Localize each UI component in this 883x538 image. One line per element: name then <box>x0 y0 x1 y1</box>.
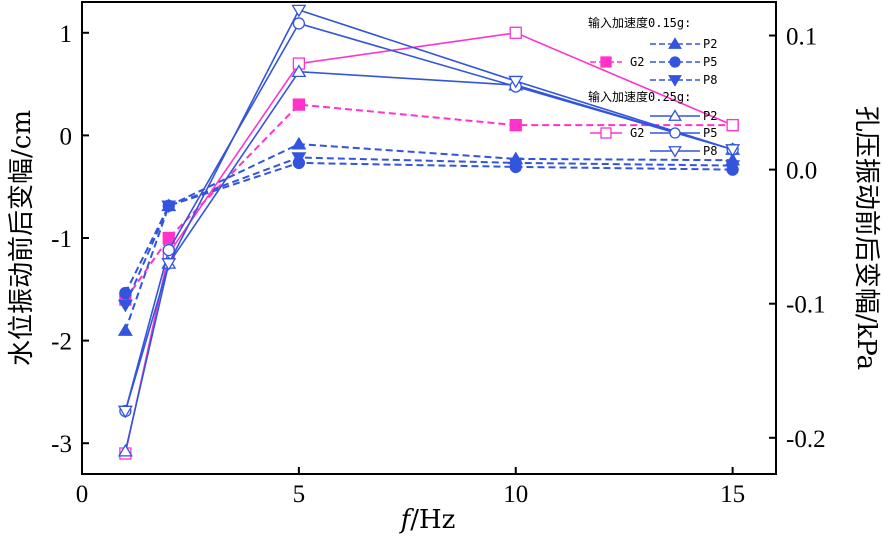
legend-label: P8 <box>703 73 717 87</box>
legend-label: P8 <box>703 144 717 158</box>
data-point <box>508 75 524 89</box>
data-point <box>725 144 741 157</box>
data-point <box>508 157 524 171</box>
legend-marker <box>600 56 612 68</box>
series-layer <box>117 4 741 460</box>
y-left-tick-label: -2 <box>51 329 72 356</box>
data-point <box>161 258 177 271</box>
series-line <box>124 161 733 294</box>
y-left-tick-label: -3 <box>51 431 72 458</box>
legend-label: P5 <box>703 126 717 140</box>
legend-marker <box>668 109 682 121</box>
legend-item: P5 <box>650 126 717 140</box>
legend-title-0.15g: 输入加速度0.15g: <box>588 15 691 30</box>
data-point <box>291 152 307 165</box>
ticks: 0 5 10 15 -3 -2 -1 0 1 -0.2 -0.1 0.0 0.1 <box>51 21 825 508</box>
series-line <box>124 22 733 412</box>
series-0.15g-P2 <box>117 136 741 336</box>
legend-label: P2 <box>703 37 717 51</box>
data-point <box>725 160 741 173</box>
x-tick-label: 0 <box>76 481 89 508</box>
legend-label: G2 <box>630 126 644 140</box>
data-point <box>162 243 175 257</box>
legend-marker <box>669 56 681 68</box>
series-line <box>124 9 733 412</box>
data-point <box>292 17 306 30</box>
series-line <box>124 156 733 306</box>
y-left-tick-label: 0 <box>60 123 73 150</box>
data-point <box>117 323 133 336</box>
legend-marker <box>668 146 682 158</box>
y-left-tick-label: 1 <box>60 21 73 48</box>
legend-label: P2 <box>703 109 717 123</box>
legend-item: G2 <box>590 55 644 69</box>
series-0.15g-G2 <box>119 98 739 306</box>
y-right-tick-label: -0.1 <box>786 292 826 319</box>
legend-label: G2 <box>630 55 644 69</box>
y-right-tick-label: 0.0 <box>786 158 817 185</box>
data-point <box>162 231 175 245</box>
legend-item: P2 <box>650 109 717 123</box>
y-axis-title-left: 水位振动前后变幅/cm <box>7 110 37 366</box>
y-left-tick-label: -1 <box>51 226 72 253</box>
legend: 输入加速度0.15g: P2 G2 P5 P8 输入加速度0.25g: P2 G2 P5 P8 <box>588 15 717 158</box>
x-tick-label: 10 <box>503 481 528 508</box>
data-point <box>509 118 522 132</box>
series-0.25g-P5 <box>119 17 739 418</box>
x-axis-title: f/Hz <box>399 505 456 535</box>
data-point <box>291 136 307 150</box>
x-tick-label: 5 <box>293 481 306 508</box>
legend-item: P5 <box>650 55 717 69</box>
legend-marker <box>600 127 612 139</box>
legend-marker <box>668 75 682 87</box>
data-point <box>117 405 133 419</box>
series-0.15g-P8 <box>117 152 741 313</box>
series-0.25g-P8 <box>117 4 741 419</box>
legend-item: P8 <box>650 144 717 158</box>
data-point <box>509 26 522 39</box>
data-point <box>726 118 739 132</box>
data-point <box>117 443 133 457</box>
legend-item: P8 <box>650 73 717 87</box>
data-point <box>119 286 132 300</box>
data-point <box>117 299 133 313</box>
data-point <box>292 98 306 111</box>
data-point <box>161 200 177 214</box>
legend-item: G2 <box>590 126 644 140</box>
legend-title-0.25g: 输入加速度0.25g: <box>588 89 691 104</box>
legend-marker <box>668 37 682 49</box>
y-axis-title-right: 孔压振动前后变幅/kPa <box>851 106 881 370</box>
legend-marker <box>669 127 681 139</box>
legend-item: P2 <box>650 37 717 51</box>
series-line <box>124 103 733 301</box>
data-point <box>291 64 307 78</box>
y-right-tick-label: -0.2 <box>786 426 826 453</box>
legend-label: P5 <box>703 55 717 69</box>
data-point <box>291 4 307 18</box>
x-tick-label: 15 <box>720 481 745 508</box>
y-right-tick-label: 0.1 <box>786 24 817 51</box>
